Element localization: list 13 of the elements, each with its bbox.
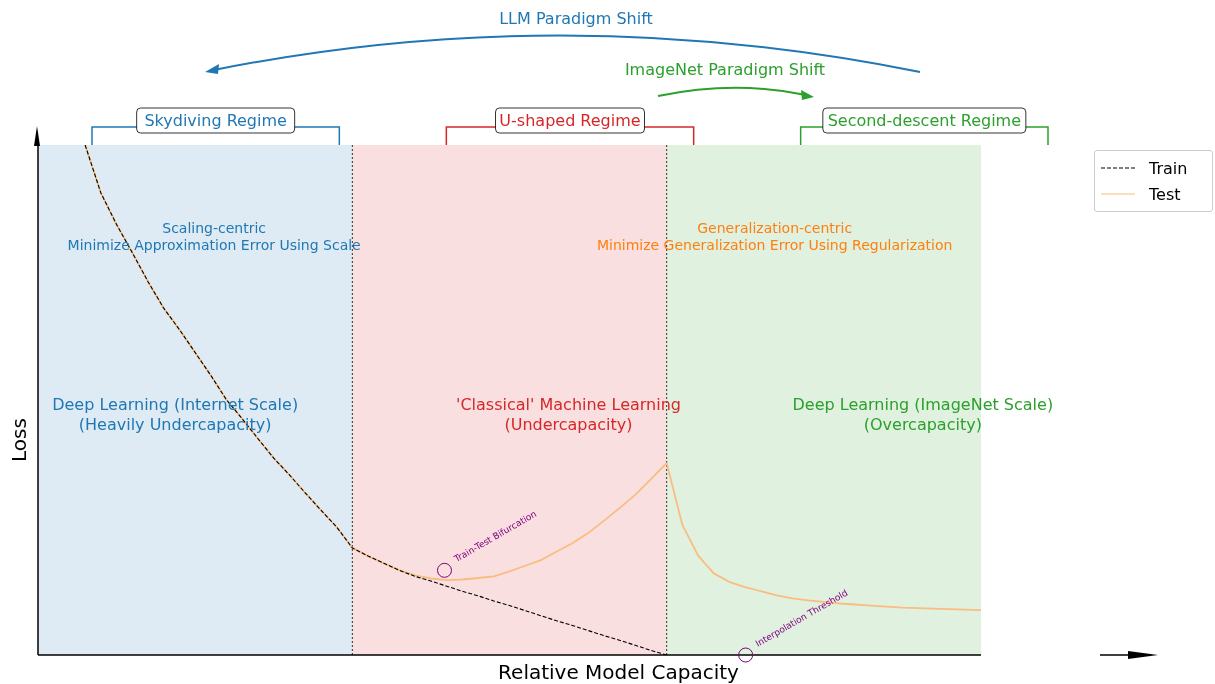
text: ImageNet Paradigm Shift <box>624 60 826 79</box>
legend-label: Test <box>1149 184 1181 204</box>
text: LLM Paradigm Shift <box>499 9 653 28</box>
text: Second-descent Regime <box>827 111 1022 130</box>
y-axis-title: Loss <box>7 418 31 462</box>
annotation: Scaling-centric Minimize Approximation Error Using Scale <box>67 220 361 253</box>
text: Skydiving Regime <box>144 111 287 130</box>
annotation: 'Classical' Machine Learning (Undercapacity) <box>456 395 681 434</box>
text: U-shaped Regime <box>499 111 641 130</box>
x-axis-title: Relative Model Capacity <box>498 660 740 684</box>
annotation: Deep Learning (ImageNet Scale) (Overcapacity) <box>792 395 1054 434</box>
annotation: Generalization-centric Minimize Generalization Error Using Regularization <box>596 220 953 253</box>
legend-label: Train <box>1149 158 1188 178</box>
